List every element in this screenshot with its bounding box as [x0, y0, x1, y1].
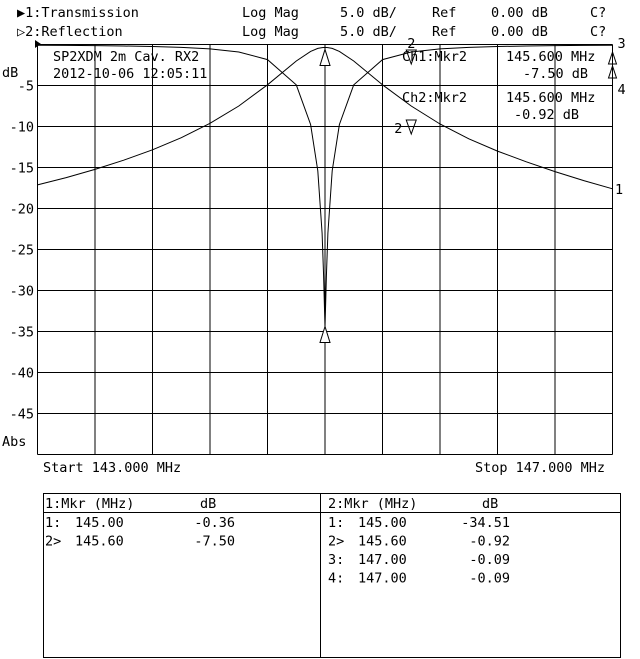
- svg-text:4: 4: [618, 82, 626, 98]
- marker-frequency: 145.00: [75, 515, 124, 531]
- ch1-marker-value: -7.50 dB: [523, 66, 588, 82]
- marker-frequency: 145.00: [358, 515, 407, 531]
- plot-grid: [37, 44, 613, 455]
- ch2-label: ▷2:Reflection: [17, 24, 123, 40]
- y-tick-label: -15: [10, 161, 34, 177]
- ch1-format: Log Mag: [242, 5, 299, 21]
- marker-2-2-icon: 2: [394, 119, 417, 137]
- ch2-marker-label: Ch2:Mkr2: [402, 90, 467, 106]
- ch2-ref-value: 0.00 dB: [491, 24, 548, 40]
- y-tick-label: -20: [10, 202, 34, 218]
- ch1-label: ▶1:Transmission: [17, 5, 139, 21]
- trace-1-label: 1: [615, 182, 623, 198]
- ch2-marker-freq: 145.600 MHz: [506, 90, 595, 106]
- marker-table-row: 2> 145.60 -7.50: [45, 534, 235, 550]
- y-unit-label: dB: [2, 65, 18, 81]
- y-tick-label: -35: [10, 325, 34, 341]
- markers: 2 2 3 4: [319, 36, 626, 343]
- y-tick-label: -25: [10, 243, 34, 259]
- marker-table-row: 4: 147.00 -0.09: [328, 571, 510, 587]
- y-axis: dB -5 -10 -15 -20 -25 -30 -35 -40 -45 Abs: [2, 65, 34, 450]
- marker-table: 1:Mkr (MHz) dB 2:Mkr (MHz) dB 1: 145.00 -0…: [43, 493, 621, 658]
- ch2-marker-value: -0.92 dB: [514, 107, 579, 123]
- marker-table-row: 1: 145.00 -34.51: [328, 515, 510, 531]
- marker-table-row: 2> 145.60 -0.92: [328, 534, 510, 550]
- trace-1: [37, 47, 613, 190]
- ch2-table-header-db: dB: [482, 496, 498, 512]
- stop-frequency: Stop 147.000 MHz: [475, 460, 605, 476]
- marker-frequency: 147.00: [358, 552, 407, 568]
- marker-1-1-icon: [319, 47, 331, 66]
- marker-frequency: 147.00: [358, 571, 407, 587]
- ch2-scale: 5.0 dB/: [340, 24, 397, 40]
- marker-db: -0.09: [469, 571, 510, 587]
- marker-table-row: 3: 147.00 -0.09: [328, 552, 510, 568]
- marker-1-2-icon: 2: [405, 36, 417, 66]
- measurement-title: SP2XDM 2m Cav. RX2: [53, 49, 199, 65]
- svg-text:2: 2: [394, 121, 402, 137]
- marker-id: 3:: [328, 552, 344, 568]
- marker-id: 1:: [45, 515, 61, 531]
- marker-2-3-icon: 3: [607, 36, 626, 65]
- marker-frequency: 145.60: [75, 534, 124, 550]
- marker-table-row: 1: 145.00 -0.36: [45, 515, 235, 531]
- ch1-ref-label: Ref: [432, 5, 456, 21]
- ch1-table-header-db: dB: [200, 496, 216, 512]
- marker-frequency: 145.60: [358, 534, 407, 550]
- marker-db: -0.92: [469, 534, 510, 550]
- y-tick-label: -40: [10, 366, 34, 382]
- marker-2-1-icon: [319, 324, 331, 343]
- y-tick-label: -45: [10, 407, 34, 423]
- marker-db: -34.51: [461, 515, 510, 531]
- marker-db: -0.36: [194, 515, 235, 531]
- svg-text:3: 3: [618, 36, 626, 52]
- ch1-marker-label: Ch1:Mkr2: [402, 49, 467, 65]
- marker-2-4-icon: 4: [607, 64, 626, 98]
- marker-id: 4:: [328, 571, 344, 587]
- ch2-cal: C?: [590, 24, 606, 40]
- y-tick-label: -5: [18, 79, 34, 95]
- ch1-cal: C?: [590, 5, 606, 21]
- ch2-ref-label: Ref: [432, 24, 456, 40]
- ch1-ref-value: 0.00 dB: [491, 5, 548, 21]
- ch1-marker-freq: 145.600 MHz: [506, 49, 595, 65]
- plot-annotations: SP2XDM 2m Cav. RX2 2012-10-06 12:05:11 C…: [53, 49, 595, 123]
- marker-id: 1:: [328, 515, 344, 531]
- marker-id: 2>: [45, 534, 61, 550]
- ch1-table-header-mkr: 1:Mkr (MHz): [45, 496, 134, 512]
- y-format-label: Abs: [2, 434, 26, 450]
- y-tick-label: -30: [10, 284, 34, 300]
- ch2-format: Log Mag: [242, 24, 299, 40]
- ch1-scale: 5.0 dB/: [340, 5, 397, 21]
- y-tick-label: -10: [10, 120, 34, 136]
- channel-header: ▶1:Transmission Log Mag 5.0 dB/ Ref 0.00…: [17, 5, 606, 40]
- ch2-table-header-mkr: 2:Mkr (MHz): [328, 496, 417, 512]
- measurement-datetime: 2012-10-06 12:05:11: [53, 66, 207, 82]
- marker-id: 2>: [328, 534, 344, 550]
- marker-db: -7.50: [194, 534, 235, 550]
- svg-text:2: 2: [407, 36, 415, 52]
- start-frequency: Start 143.000 MHz: [43, 460, 181, 476]
- marker-db: -0.09: [469, 552, 510, 568]
